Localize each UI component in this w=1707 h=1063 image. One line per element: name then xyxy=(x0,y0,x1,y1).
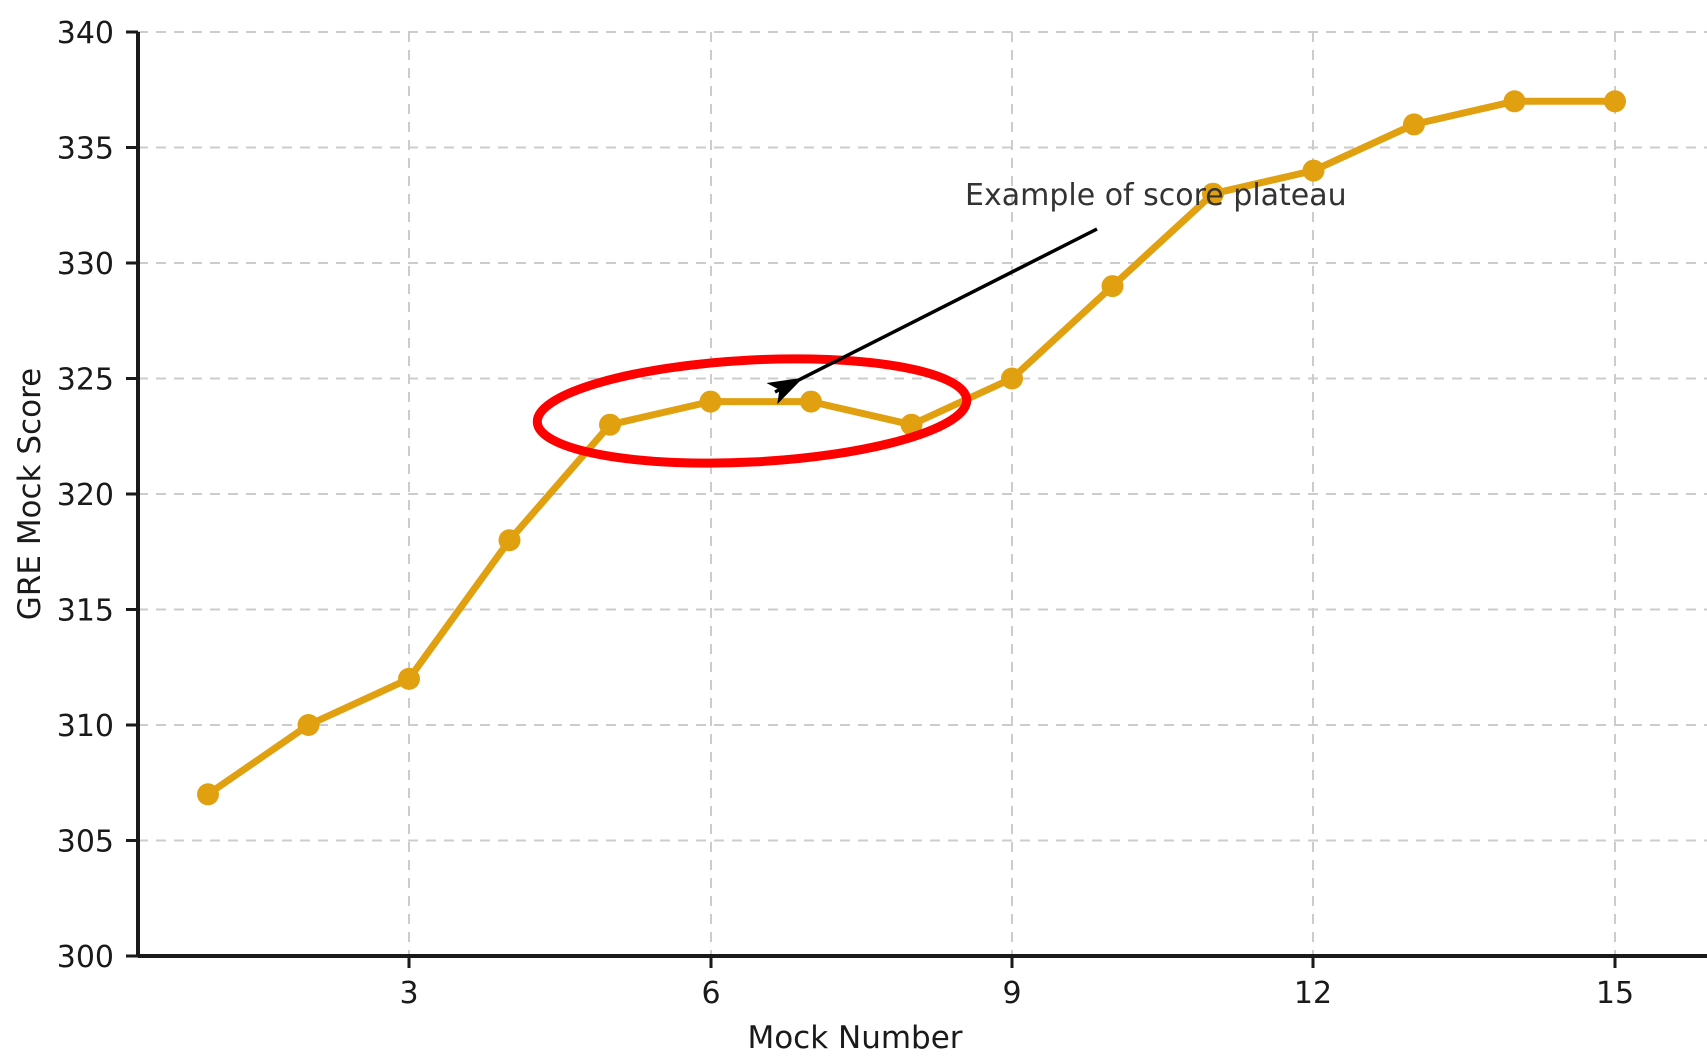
xtick-label-12: 12 xyxy=(1294,976,1332,1011)
ytick-label-325: 325 xyxy=(57,363,114,398)
data-point-mock-13[interactable] xyxy=(1403,113,1425,136)
ytick-label-305: 305 xyxy=(57,825,114,860)
data-point-mock-5[interactable] xyxy=(599,413,621,436)
data-point-mock-11[interactable] xyxy=(1202,182,1224,205)
vertical-gridlines xyxy=(408,32,1616,956)
data-point-mock-9[interactable] xyxy=(1001,367,1023,390)
xtick-label-6: 6 xyxy=(701,976,720,1011)
data-point-mock-3[interactable] xyxy=(398,667,420,690)
y-axis-tick-labels: 340 335 330 325 320 315 310 305 300 xyxy=(57,16,114,975)
data-point-mock-6[interactable] xyxy=(699,390,722,413)
data-point-mock-2[interactable] xyxy=(297,714,320,736)
xtick-label-15: 15 xyxy=(1596,976,1634,1011)
xtick-label-3: 3 xyxy=(399,976,418,1011)
x-axis-ticks xyxy=(407,956,1617,968)
annotation-arrow xyxy=(766,227,1098,405)
data-point-mock-12[interactable] xyxy=(1302,159,1325,182)
horizontal-gridlines xyxy=(138,31,1707,842)
y-axis-ticks xyxy=(126,30,138,958)
ytick-label-310: 310 xyxy=(57,709,114,744)
data-point-mock-14[interactable] xyxy=(1503,90,1526,113)
data-point-mock-10[interactable] xyxy=(1101,275,1124,298)
x-axis-title: Mock Number xyxy=(747,1020,962,1056)
y-axis-title: GRE Mock Score xyxy=(12,368,48,620)
annotation-label-score-plateau: Example of score plateau xyxy=(965,178,1347,213)
xtick-label-9: 9 xyxy=(1002,976,1021,1011)
data-point-mock-4[interactable] xyxy=(498,529,521,552)
ytick-label-320: 320 xyxy=(57,478,114,513)
data-point-mock-1[interactable] xyxy=(197,783,219,806)
ytick-label-330: 330 xyxy=(57,247,114,282)
x-axis-tick-labels: 3 6 9 12 15 xyxy=(399,976,1634,1011)
data-point-mock-15[interactable] xyxy=(1604,90,1626,113)
ytick-label-335: 335 xyxy=(57,132,114,167)
data-point-mock-7[interactable] xyxy=(800,390,822,413)
ytick-label-340: 340 xyxy=(57,16,114,51)
ytick-label-315: 315 xyxy=(57,594,114,629)
score-plateau-highlight-ellipse xyxy=(532,354,972,468)
data-series-gre-mock-score xyxy=(197,90,1626,806)
ytick-label-300: 300 xyxy=(57,940,114,975)
data-point-mock-8[interactable] xyxy=(900,413,923,436)
